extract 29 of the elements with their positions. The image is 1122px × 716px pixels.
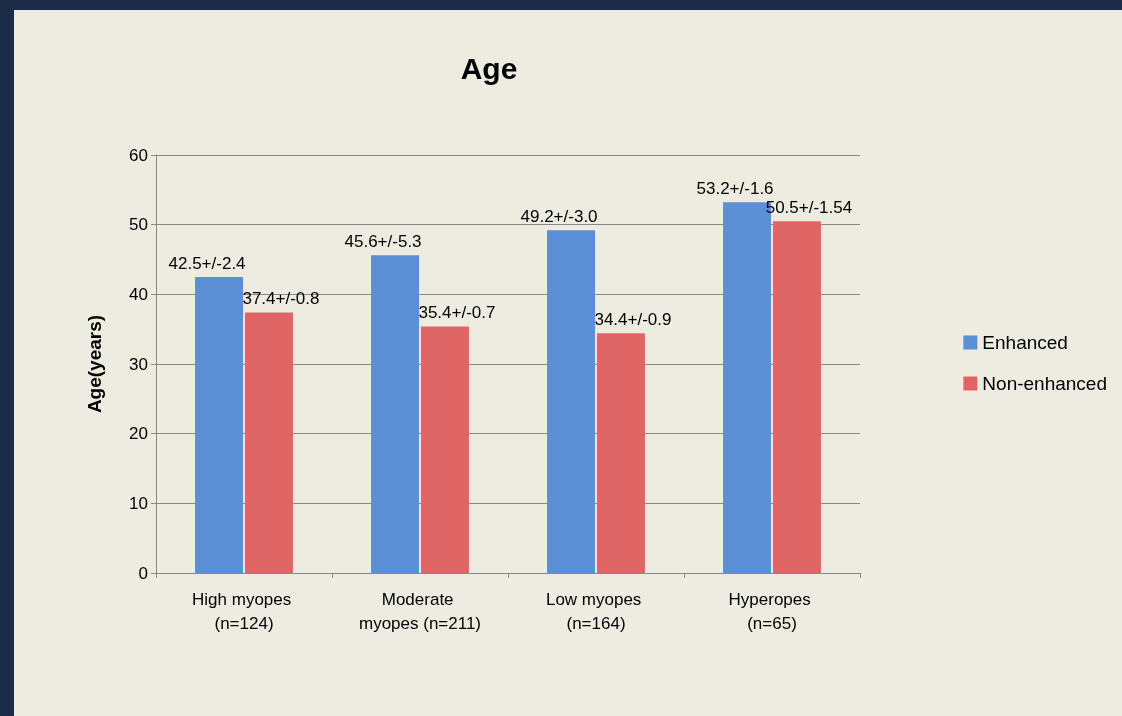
chart-title: Age [460, 51, 518, 85]
data-label: 35.4+/-0.7 [418, 303, 496, 323]
y-axis-title: Age(years) [84, 314, 105, 414]
y-tick-label: 0 [138, 563, 148, 583]
bar [596, 333, 645, 573]
bar [420, 326, 469, 573]
legend-label: Enhanced [982, 332, 1068, 353]
y-tick-label: 50 [129, 215, 148, 235]
y-tick-label: 60 [129, 145, 148, 165]
data-label: 37.4+/-0.8 [242, 289, 320, 309]
x-tick-label: Low myopes (n=164) [545, 589, 647, 633]
x-tick-label: Moderate myopes (n=211) [358, 589, 482, 633]
x-tick-label: High myopes (n=124) [192, 589, 296, 633]
bar [195, 276, 244, 573]
x-tick-label: Hyperopes (n=65) [728, 589, 816, 633]
data-label: 49.2+/-3.0 [520, 207, 598, 227]
bar [244, 312, 293, 573]
data-label: 42.5+/-2.4 [168, 253, 246, 273]
bar [371, 255, 420, 573]
data-label: 53.2+/-1.6 [696, 179, 774, 199]
data-label: 45.6+/-5.3 [344, 232, 422, 252]
y-tick-label: 20 [129, 424, 148, 444]
y-tick-label: 40 [129, 284, 148, 304]
legend-label: Non-enhanced [982, 373, 1108, 394]
bar [772, 221, 821, 573]
bar [547, 230, 596, 573]
y-tick-label: 30 [129, 354, 148, 374]
y-tick-label: 10 [129, 493, 148, 513]
data-label: 34.4+/-0.9 [594, 310, 672, 330]
